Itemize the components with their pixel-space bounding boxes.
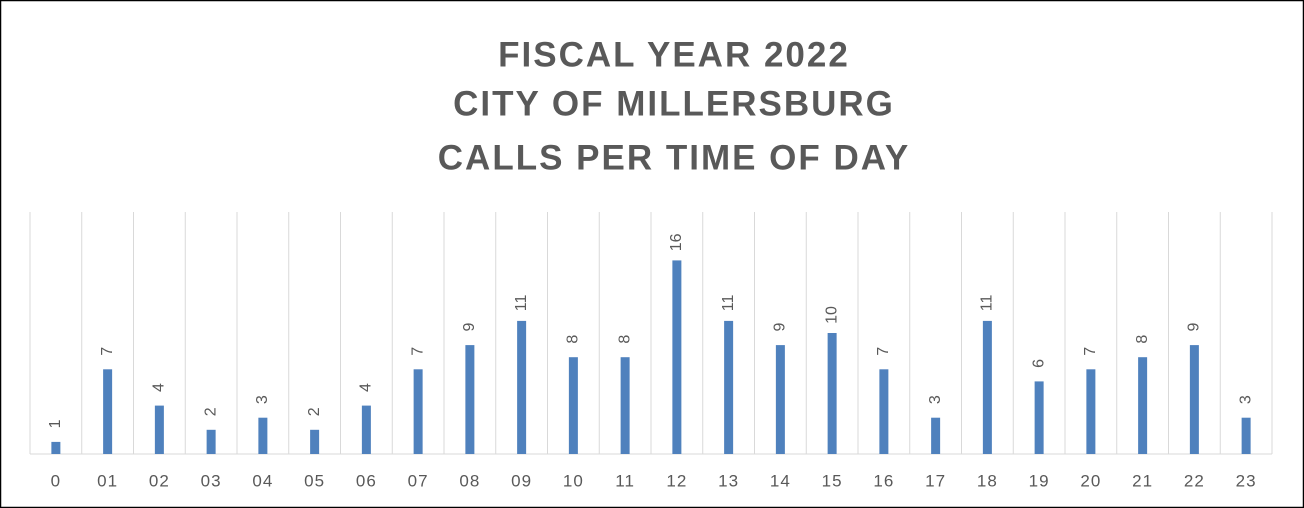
- data-label: 2: [202, 407, 219, 416]
- x-tick-label: 01: [97, 471, 118, 490]
- bar: [361, 405, 371, 454]
- x-tick-label: 13: [718, 471, 739, 490]
- bar: [1189, 345, 1199, 454]
- x-tick-label: 20: [1080, 471, 1101, 490]
- bar: [620, 357, 630, 454]
- x-tick-label: 07: [408, 471, 429, 490]
- data-label: 11: [513, 294, 530, 311]
- data-label: 3: [254, 395, 271, 404]
- data-label: 9: [1186, 323, 1203, 332]
- bar: [258, 417, 268, 454]
- bar: [879, 369, 889, 454]
- x-tick-label: 21: [1132, 471, 1153, 490]
- bar: [103, 369, 113, 454]
- x-tick-label: 10: [563, 471, 584, 490]
- x-tick-label: 04: [252, 471, 273, 490]
- chart-title: CITY OF MILLERSBURG: [453, 84, 895, 123]
- bar: [724, 320, 734, 454]
- x-tick-label: 05: [304, 471, 325, 490]
- data-label: 9: [461, 323, 478, 332]
- x-tick-label: 16: [873, 471, 894, 490]
- bar: [931, 417, 941, 454]
- x-tick-label: 11: [615, 471, 635, 490]
- x-tick-label: 18: [977, 471, 998, 490]
- data-label: 11: [979, 294, 996, 311]
- data-label: 3: [1237, 395, 1254, 404]
- x-tick-label: 23: [1236, 471, 1257, 490]
- chart-title: FISCAL YEAR 2022: [498, 35, 850, 74]
- bar: [1034, 381, 1044, 454]
- data-label: 8: [565, 335, 582, 344]
- data-label: 6: [1030, 359, 1047, 368]
- data-label: 7: [1082, 347, 1099, 356]
- data-label: 8: [1134, 335, 1151, 344]
- data-label: 16: [668, 233, 685, 251]
- x-tick-label: 22: [1184, 471, 1205, 490]
- bar: [310, 429, 320, 454]
- chart-title: CALLS PER TIME OF DAY: [438, 138, 910, 177]
- x-tick-label: 02: [149, 471, 170, 490]
- bar: [465, 345, 475, 454]
- bar: [1138, 357, 1148, 454]
- data-label: 8: [616, 335, 633, 344]
- x-tick-label: 06: [356, 471, 377, 490]
- data-label: 7: [875, 347, 892, 356]
- x-tick-label: 17: [925, 471, 946, 490]
- data-label: 10: [823, 306, 840, 324]
- x-tick-label: 15: [822, 471, 843, 490]
- x-tick-label: 09: [511, 471, 532, 490]
- x-tick-label: 03: [201, 471, 222, 490]
- bar: [568, 357, 578, 454]
- bar: [413, 369, 423, 454]
- data-label: 9: [772, 323, 789, 332]
- bar: [1241, 417, 1251, 454]
- x-tick-label: 0: [51, 471, 61, 490]
- bar: [517, 320, 527, 454]
- data-label: 1: [47, 419, 64, 428]
- bar: [206, 429, 216, 454]
- bar: [982, 320, 992, 454]
- bar: [51, 441, 61, 454]
- data-label: 4: [358, 383, 375, 392]
- bar: [154, 405, 164, 454]
- bar: [775, 345, 785, 454]
- x-tick-label: 14: [770, 471, 791, 490]
- bar: [672, 260, 682, 454]
- bar: [1086, 369, 1096, 454]
- x-tick-label: 12: [666, 471, 687, 490]
- data-label: 7: [409, 347, 426, 356]
- data-label: 4: [151, 383, 168, 392]
- data-label: 3: [927, 395, 944, 404]
- data-label: 11: [720, 294, 737, 311]
- data-label: 7: [99, 347, 116, 356]
- x-tick-label: 19: [1029, 471, 1050, 490]
- data-label: 2: [306, 407, 323, 416]
- x-tick-label: 08: [459, 471, 480, 490]
- bar: [827, 333, 837, 454]
